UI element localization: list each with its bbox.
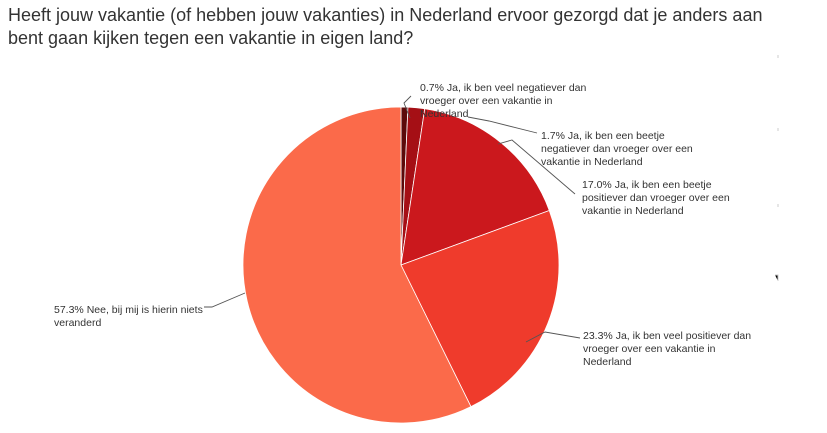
leader-line (525, 331, 581, 343)
leader-line (467, 116, 538, 134)
slice-label: 17.0% Ja, ik ben een beetje positiever da… (582, 179, 730, 217)
decorative-ticks (775, 55, 779, 281)
slice-labels: 0.7% Ja, ik ben veel negatiever dan vroeg… (54, 82, 751, 368)
leader-line (204, 292, 246, 308)
leader-line (497, 139, 576, 195)
leader-line (403, 95, 412, 119)
slice-label: 0.7% Ja, ik ben veel negatiever dan vroeg… (420, 82, 587, 120)
leader-lines (204, 95, 581, 343)
pie-slice (400, 108, 550, 266)
pie-slice (400, 210, 560, 408)
slice-label: 23.3% Ja, ik ben veel positiever dan vroe… (583, 330, 751, 368)
pie-slice (242, 106, 472, 424)
chart-title: Heeft jouw vakantie (of hebben jouw vaka… (8, 5, 763, 48)
slice-label: 1.7% Ja, ik ben een beetje negatiever dan… (541, 130, 693, 168)
slice-label: 57.3% Nee, bij mij is hierin niets verand… (54, 304, 203, 329)
pie-slices (242, 106, 560, 424)
